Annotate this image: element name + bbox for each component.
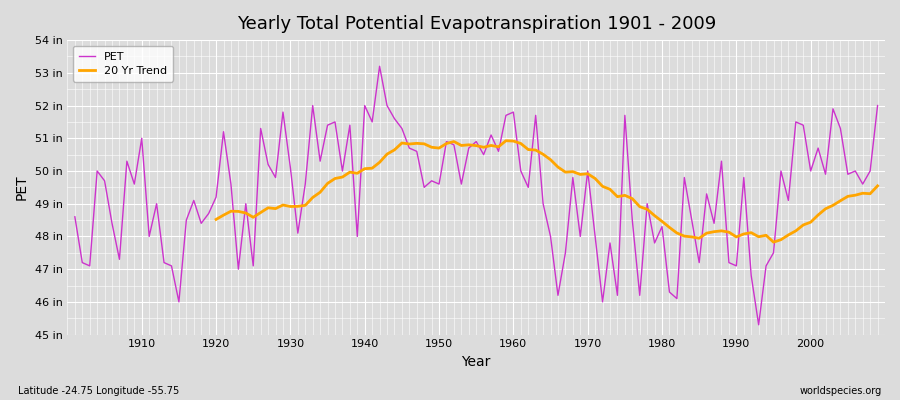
20 Yr Trend	[300, 203, 310, 208]
Text: Latitude -24.75 Longitude -55.75: Latitude -24.75 Longitude -55.75	[18, 386, 179, 396]
PET	[605, 240, 616, 245]
PET	[129, 182, 140, 186]
PET	[508, 110, 518, 114]
20 Yr Trend	[411, 141, 422, 146]
PET	[337, 168, 347, 173]
PET	[753, 322, 764, 327]
Line: 20 Yr Trend: 20 Yr Trend	[216, 141, 878, 242]
X-axis label: Year: Year	[462, 355, 490, 369]
PET	[516, 168, 526, 173]
20 Yr Trend	[768, 240, 778, 244]
PET	[292, 231, 303, 236]
PET	[374, 64, 385, 69]
Y-axis label: PET: PET	[15, 174, 29, 200]
Text: worldspecies.org: worldspecies.org	[800, 386, 882, 396]
Title: Yearly Total Potential Evapotranspiration 1901 - 2009: Yearly Total Potential Evapotranspiratio…	[237, 15, 716, 33]
20 Yr Trend	[790, 228, 801, 233]
20 Yr Trend	[500, 138, 511, 143]
PET	[69, 214, 80, 219]
20 Yr Trend	[679, 234, 689, 238]
20 Yr Trend	[872, 184, 883, 188]
Line: PET: PET	[75, 66, 878, 325]
20 Yr Trend	[211, 217, 221, 222]
20 Yr Trend	[776, 237, 787, 242]
PET	[872, 103, 883, 108]
Legend: PET, 20 Yr Trend: PET, 20 Yr Trend	[73, 46, 173, 82]
20 Yr Trend	[858, 191, 868, 196]
